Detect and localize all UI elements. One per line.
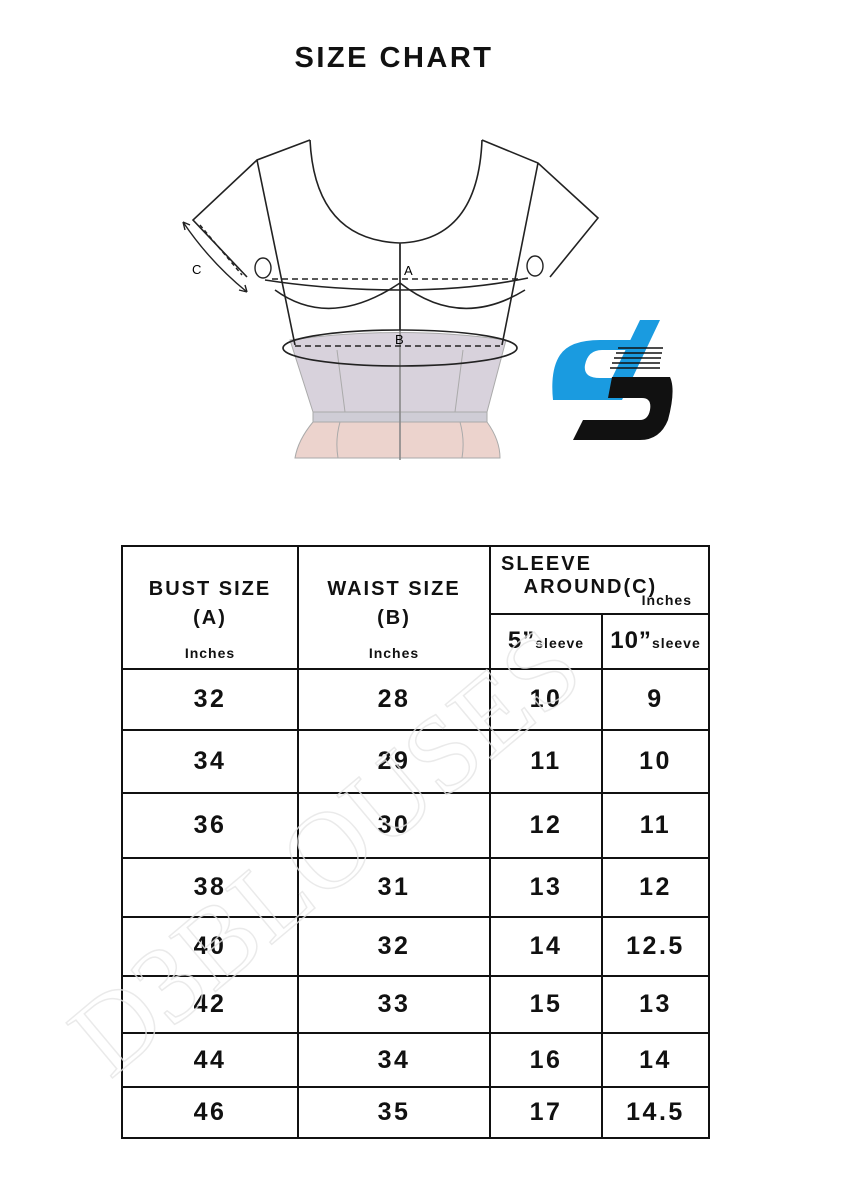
waist-cell: 34 [297,1032,491,1088]
label-a: A [404,263,413,278]
table-row: 38 31 13 12 [121,857,710,918]
sleeve-5-cell: 10 [489,668,603,731]
sleeve-10-cell: 12.5 [601,916,710,977]
waist-cell: 33 [297,975,491,1034]
table-row: 36 30 12 11 [121,792,710,859]
bust-cell: 46 [121,1086,299,1139]
sleeve-10-cell: 9 [601,668,710,731]
waist-cell: 31 [297,857,491,918]
header-sleeve-5: 5”sleeve [489,612,603,671]
bust-cell: 42 [121,975,299,1034]
bust-cell: 44 [121,1032,299,1088]
sleeve-10-cell: 14.5 [601,1086,710,1139]
sleeve-5-cell: 15 [489,975,603,1034]
header-bust: BUST SIZE (A) Inches [121,545,299,670]
header-sleeve: SLEEVE AROUND(C) Inches [489,545,710,615]
table-row: 46 35 17 14.5 [121,1086,710,1139]
bust-cell: 40 [121,916,299,977]
table-row: 34 29 11 10 [121,729,710,794]
sleeve-arrow [182,221,248,293]
table-row: 40 32 14 12.5 [121,916,710,977]
bust-cell: 32 [121,668,299,731]
blouse-measurement-diagram: A B C [182,139,673,460]
sleeve-5-cell: 13 [489,857,603,918]
header-waist: WAIST SIZE (B) Inches [297,545,491,670]
size-table: BUST SIZE (A) Inches WAIST SIZE (B) Inches S… [121,545,710,1139]
waist-cell: 32 [297,916,491,977]
waist-ellipse [282,329,518,367]
bust-cell: 34 [121,729,299,794]
header-sleeve-10: 10”sleeve [601,612,710,671]
table-row: 42 33 15 13 [121,975,710,1034]
bust-cell: 38 [121,857,299,918]
page-title: SIZE CHART [294,42,494,74]
label-b: B [395,332,404,347]
table-row: 32 28 10 9 [121,668,710,731]
table-row: 44 34 16 14 [121,1032,710,1088]
sleeve-10-cell: 14 [601,1032,710,1088]
sleeve-5-cell: 14 [489,916,603,977]
waist-cell: 29 [297,729,491,794]
sleeve-5-cell: 11 [489,729,603,794]
sleeve-10-cell: 12 [601,857,710,918]
sleeve-5-cell: 16 [489,1032,603,1088]
sleeve-10-cell: 13 [601,975,710,1034]
skirt-shape [294,421,501,459]
waist-cell: 35 [297,1086,491,1139]
bust-cell: 36 [121,792,299,859]
sleeve-5-cell: 17 [489,1086,603,1139]
sleeve-10-cell: 10 [601,729,710,794]
waist-cell: 28 [297,668,491,731]
sleeve-5-cell: 12 [489,792,603,859]
label-c: C [192,262,201,277]
waist-cell: 30 [297,792,491,859]
blouse-outline [191,139,600,460]
brand-logo [552,320,673,440]
sleeve-10-cell: 11 [601,792,710,859]
